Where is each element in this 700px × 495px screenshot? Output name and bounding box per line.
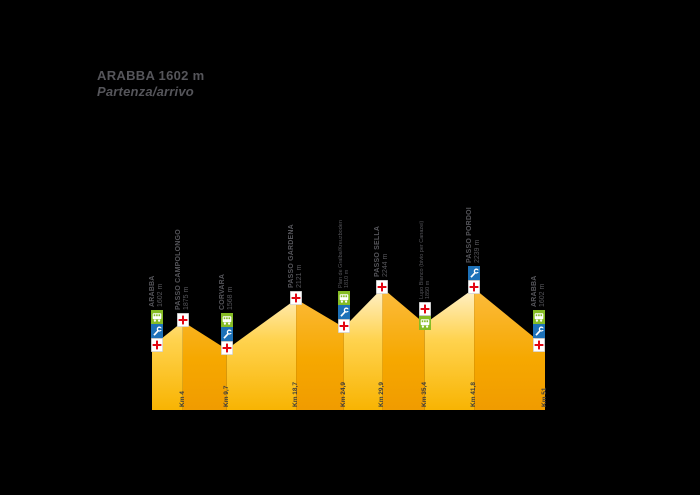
- medical-icon: [376, 280, 389, 294]
- medical-icon: [468, 280, 480, 295]
- km-marker: Km 35,4: [420, 382, 428, 407]
- station-name: Lupo Bianco (bivio per Canazei): [418, 220, 425, 299]
- mechanic-icon: [151, 324, 163, 339]
- shuttle-bus-icon: [220, 313, 233, 328]
- km-marker: Km 51: [541, 387, 548, 407]
- mechanic-icon: [337, 305, 350, 320]
- shuttle-bus-icon: [337, 291, 350, 306]
- profile-segment: [296, 299, 344, 410]
- profile-segment: [474, 288, 545, 410]
- station-altitude: 1850 m: [424, 280, 431, 299]
- station-altitude: 2121 m: [296, 264, 304, 289]
- km-marker: Km 9,7: [222, 385, 230, 407]
- station-name: PASSO PORDOI: [466, 207, 474, 264]
- station-label: PASSO SELLA 2244 m: [374, 226, 390, 277]
- station-label: PASSO PORDOI 2239 m: [466, 207, 482, 263]
- medical-icon: [418, 301, 431, 316]
- start-location-title: ARABBA 1602 m: [97, 68, 205, 83]
- mechanic-icon: [533, 324, 545, 339]
- station-altitude: 1875 m: [182, 287, 190, 311]
- station-name: ARABBA: [149, 275, 156, 308]
- shuttle-bus-icon: [533, 310, 545, 325]
- km-marker: Km 18,7: [292, 382, 300, 407]
- station-altitude: 2244 m: [382, 253, 390, 277]
- km-marker: Km 41,8: [470, 382, 478, 407]
- start-finish-subtitle: Partenza/arrivo: [97, 84, 194, 100]
- station-label: Plan de Gralba/Kreuzboden 1810 m: [338, 220, 350, 288]
- station-name: PASSO GARDENA: [288, 224, 296, 289]
- km-marker: Km 4: [178, 391, 186, 407]
- station-label: PASSO CAMPOLONGO 1875 m: [175, 230, 191, 311]
- shuttle-bus-icon: [418, 315, 431, 330]
- station-label: ARABBA 1602 m: [531, 276, 547, 308]
- station-name: PASSO CAMPOLONGO: [174, 229, 182, 311]
- profile-segment: [343, 287, 383, 410]
- mechanic-icon: [468, 266, 481, 281]
- station-label: Lupo Bianco (bivio per Canazei) 1850 m: [419, 220, 431, 298]
- station-label: CORVARA 1568 m: [219, 274, 235, 310]
- station-altitude: 1810 m: [343, 270, 350, 289]
- station-name: CORVARA: [218, 274, 226, 311]
- page-title: ARABBA 1602 m Partenza/arrivo: [97, 68, 204, 101]
- profile-segment: [424, 288, 475, 410]
- medical-icon: [533, 338, 545, 353]
- profile-segment: [182, 321, 227, 410]
- station-name: ARABBA: [531, 275, 538, 308]
- km-marker: Km 29,9: [378, 382, 386, 407]
- station-altitude: 1568 m: [226, 286, 234, 311]
- km-marker: Km 24,9: [339, 382, 347, 407]
- station-altitude: 1602 m: [539, 283, 546, 308]
- mechanic-icon: [220, 327, 233, 342]
- shuttle-bus-icon: [151, 310, 163, 325]
- medical-icon: [151, 338, 163, 353]
- station-name: Plan de Gralba/Kreuzboden: [337, 220, 344, 289]
- station-altitude: 1602 m: [157, 283, 164, 308]
- medical-icon: [176, 313, 189, 328]
- station-altitude: 2239 m: [474, 240, 482, 264]
- medical-icon: [290, 291, 302, 306]
- profile-segment: [226, 299, 297, 410]
- profile-segment: [382, 287, 425, 410]
- medical-icon: [337, 319, 350, 334]
- station-label: ARABBA 1602 m: [149, 276, 165, 308]
- medical-icon: [220, 341, 233, 356]
- station-label: PASSO GARDENA 2121 m: [288, 224, 304, 288]
